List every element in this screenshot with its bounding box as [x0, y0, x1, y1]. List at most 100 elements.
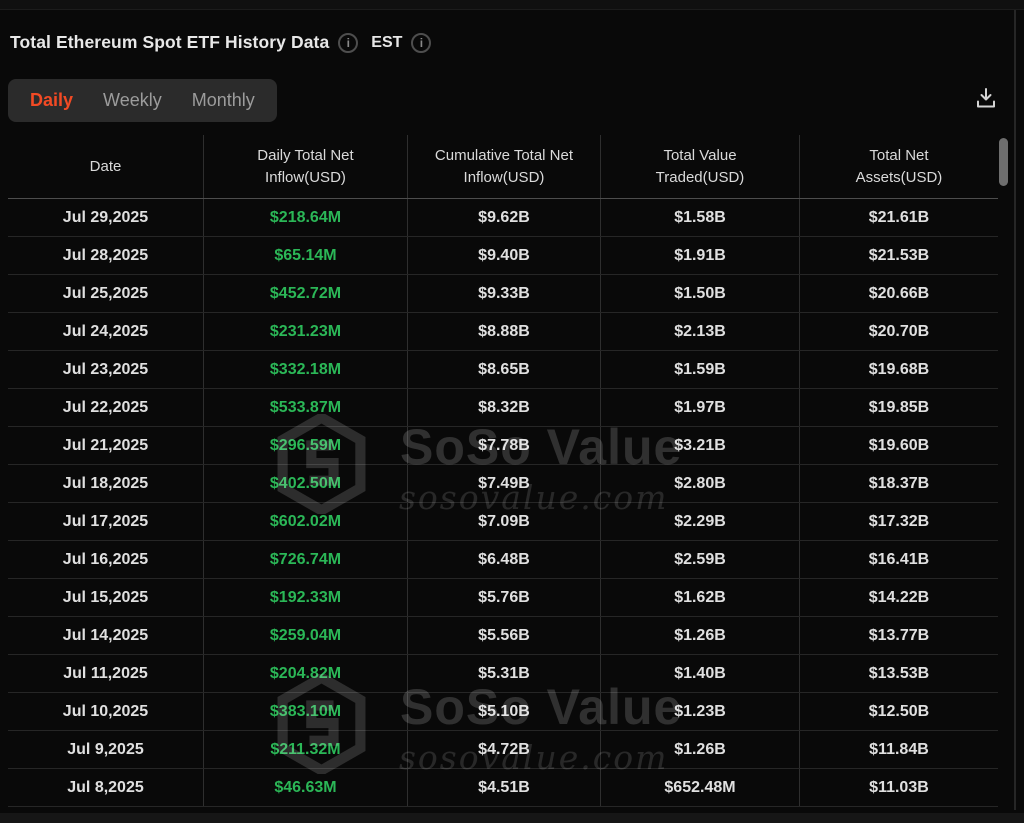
daily-inflow-value: $204.82M	[203, 655, 407, 692]
table-cell: $3.21B	[600, 427, 799, 464]
date-cell: Jul 24,2025	[62, 322, 149, 340]
table-cell: $7.78B	[406, 427, 600, 464]
vertical-scrollbar-thumb[interactable]	[999, 138, 1008, 186]
table-cell: $21.53B	[798, 237, 998, 274]
panel-header: Total Ethereum Spot ETF History Data i E…	[10, 32, 432, 53]
daily-inflow-value: $65.14M	[203, 237, 407, 274]
table-row: Jul 21,2025 $296.59M $7.78B $3.21B $19.60B	[8, 427, 998, 465]
daily-inflow-value: $46.63M	[203, 769, 407, 806]
table-cell: $4.72B	[406, 731, 600, 768]
daily-inflow-value: $402.50M	[203, 465, 407, 502]
header-cell: Daily Total Net Inflow(USD)	[203, 135, 407, 198]
title-info-icon[interactable]: i	[338, 32, 359, 53]
table-cell: $5.31B	[406, 655, 600, 692]
table-cell: $17.32B	[798, 503, 998, 540]
table-row: Jul 10,2025 $383.10M $5.10B $1.23B $12.50B	[8, 693, 998, 731]
table-row: Jul 16,2025 $726.74M $6.48B $2.59B $16.41B	[8, 541, 998, 579]
table-cell: $19.68B	[798, 351, 998, 388]
daily-inflow-value: $383.10M	[203, 693, 407, 730]
daily-inflow-value: $231.23M	[203, 313, 407, 350]
table-row: Jul 25,2025 $452.72M $9.33B $1.50B $20.66B	[8, 275, 998, 313]
table-row: Jul 14,2025 $259.04M $5.56B $1.26B $13.77B	[8, 617, 998, 655]
daily-inflow-value: $259.04M	[203, 617, 407, 654]
table-cell: $6.48B	[406, 541, 600, 578]
page-title: Total Ethereum Spot ETF History Data	[10, 32, 330, 52]
table-cell: $1.23B	[600, 693, 799, 730]
table-cell: $652.48M	[600, 769, 799, 806]
daily-inflow-value: $211.32M	[203, 731, 407, 768]
daily-inflow-value: $452.72M	[203, 275, 407, 312]
table-row: Jul 24,2025 $231.23M $8.88B $2.13B $20.70B	[8, 313, 998, 351]
daily-inflow-value: $726.74M	[203, 541, 407, 578]
table-row: Jul 8,2025 $46.63M $4.51B $652.48M $11.03B	[8, 769, 998, 807]
table-cell: $1.26B	[600, 731, 799, 768]
date-cell: Jul 15,2025	[62, 588, 149, 606]
table-cell: $19.60B	[798, 427, 998, 464]
table-cell: $21.61B	[798, 199, 998, 236]
table-cell: $16.41B	[798, 541, 998, 578]
daily-inflow-value: $192.33M	[203, 579, 407, 616]
table-cell: $13.53B	[798, 655, 998, 692]
top-edge-divider	[0, 0, 1024, 10]
date-cell: Jul 11,2025	[63, 664, 148, 682]
table-body: Jul 29,2025 $218.64M $9.62B $1.58B $21.61B Ju…	[8, 199, 998, 807]
table-cell: $9.33B	[406, 275, 600, 312]
table-row: Jul 9,2025 $211.32M $4.72B $1.26B $11.84B	[8, 731, 998, 769]
table-cell: $2.29B	[600, 503, 799, 540]
table-cell: $7.09B	[406, 503, 600, 540]
tab-monthly[interactable]: Monthly	[191, 90, 255, 110]
table-cell: $1.26B	[600, 617, 799, 654]
table-cell: $1.62B	[600, 579, 799, 616]
table-cell: $20.66B	[798, 275, 998, 312]
download-button[interactable]	[971, 84, 1001, 114]
tab-weekly[interactable]: Weekly	[103, 90, 162, 110]
date-cell: Jul 28,2025	[62, 246, 149, 264]
table-cell: $5.76B	[406, 579, 600, 616]
daily-inflow-value: $602.02M	[203, 503, 407, 540]
table-cell: $1.97B	[600, 389, 799, 426]
date-cell: Jul 17,2025	[62, 512, 149, 530]
date-cell: Jul 21,2025	[62, 436, 149, 454]
table-cell: $5.56B	[406, 617, 600, 654]
date-cell: Jul 10,2025	[62, 702, 149, 720]
table-row: Jul 22,2025 $533.87M $8.32B $1.97B $19.85B	[8, 389, 998, 427]
table-cell: $8.65B	[406, 351, 600, 388]
table-cell: $4.51B	[406, 769, 600, 806]
header-cell: Total Net Assets(USD)	[798, 135, 998, 198]
table-cell: $5.10B	[406, 693, 600, 730]
table-cell: $13.77B	[798, 617, 998, 654]
date-cell: Jul 16,2025	[62, 550, 149, 568]
etf-history-table: Date Daily Total Net Inflow(USD) Cumulative…	[8, 135, 998, 807]
date-cell: Jul 14,2025	[62, 626, 149, 644]
table-header-row: Date Daily Total Net Inflow(USD) Cumulative…	[8, 135, 998, 199]
table-row: Jul 11,2025 $204.82M $5.31B $1.40B $13.53B	[8, 655, 998, 693]
bottom-scrollbar-track[interactable]	[0, 813, 1024, 823]
date-cell: Jul 18,2025	[62, 474, 149, 492]
table-cell: $1.59B	[600, 351, 799, 388]
daily-inflow-value: $533.87M	[203, 389, 407, 426]
table-cell: $8.88B	[406, 313, 600, 350]
daily-inflow-value: $296.59M	[203, 427, 407, 464]
table-cell: $8.32B	[406, 389, 600, 426]
date-cell: Jul 29,2025	[62, 208, 149, 226]
table-cell: $12.50B	[798, 693, 998, 730]
right-edge-divider	[1014, 10, 1016, 810]
date-cell: Jul 22,2025	[62, 398, 149, 416]
timezone-info-icon[interactable]: i	[411, 32, 432, 53]
timezone-label: EST	[371, 33, 403, 51]
tab-daily[interactable]: Daily	[30, 90, 74, 110]
table-cell: $2.80B	[600, 465, 799, 502]
table-row: Jul 15,2025 $192.33M $5.76B $1.62B $14.22B	[8, 579, 998, 617]
table-row: Jul 29,2025 $218.64M $9.62B $1.58B $21.61B	[8, 199, 998, 237]
date-cell: Jul 25,2025	[62, 284, 149, 302]
header-cell: Total Value Traded(USD)	[600, 135, 799, 198]
table-row: Jul 23,2025 $332.18M $8.65B $1.59B $19.68B	[8, 351, 998, 389]
daily-inflow-value: $332.18M	[203, 351, 407, 388]
table-cell: $7.49B	[406, 465, 600, 502]
date-cell: Jul 23,2025	[62, 360, 149, 378]
table-cell: $1.50B	[600, 275, 799, 312]
table-cell: $9.62B	[406, 199, 600, 236]
table-cell: $11.03B	[798, 769, 998, 806]
period-tab-bar: Daily Weekly Monthly	[8, 79, 277, 122]
